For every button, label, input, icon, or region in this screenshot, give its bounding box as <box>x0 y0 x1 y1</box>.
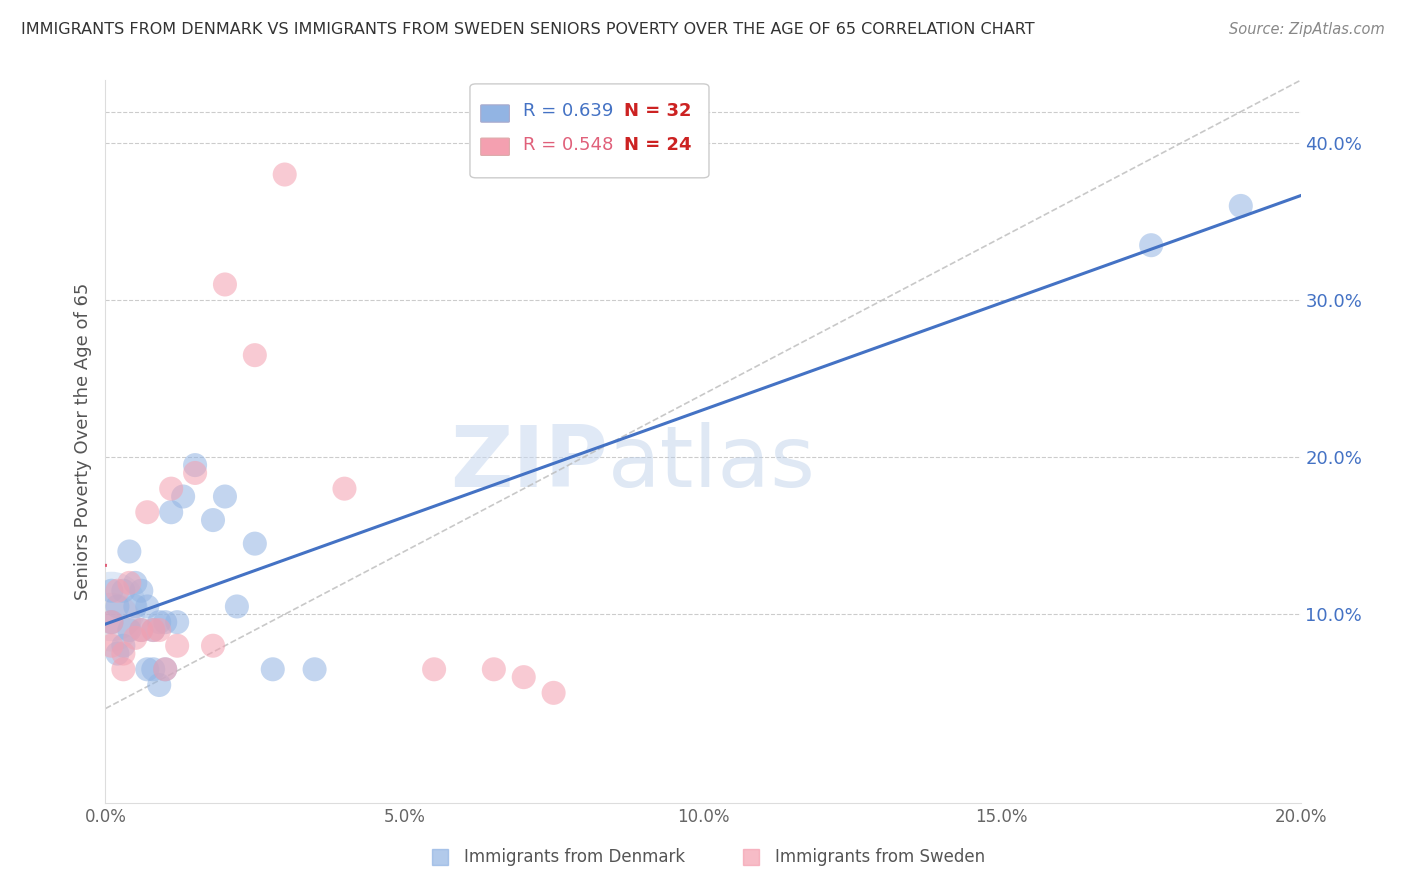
Point <box>124 599 146 614</box>
Point <box>129 623 153 637</box>
Point <box>214 277 236 292</box>
Point <box>142 662 165 676</box>
Point <box>155 662 177 676</box>
Point <box>124 575 146 590</box>
Point <box>160 505 183 519</box>
Point <box>262 662 284 676</box>
Point <box>136 505 159 519</box>
Point <box>142 623 165 637</box>
Text: Source: ZipAtlas.com: Source: ZipAtlas.com <box>1229 22 1385 37</box>
Point <box>155 662 177 676</box>
Point <box>148 678 170 692</box>
FancyBboxPatch shape <box>470 84 709 178</box>
Point <box>166 615 188 630</box>
Point <box>124 631 146 645</box>
Point <box>1229 199 1253 213</box>
Point <box>107 583 129 598</box>
Text: Immigrants from Sweden: Immigrants from Sweden <box>775 848 984 866</box>
Point <box>129 583 153 598</box>
Point <box>225 599 249 614</box>
Text: atlas: atlas <box>607 422 815 505</box>
Point <box>184 466 207 480</box>
Point <box>100 615 122 630</box>
Point <box>100 615 122 630</box>
Point <box>100 583 122 598</box>
Point <box>166 639 188 653</box>
Point <box>107 647 129 661</box>
Point <box>118 575 141 590</box>
FancyBboxPatch shape <box>481 105 509 122</box>
Point <box>112 662 135 676</box>
Y-axis label: Seniors Poverty Over the Age of 65: Seniors Poverty Over the Age of 65 <box>73 283 91 600</box>
Text: ZIP: ZIP <box>450 422 607 505</box>
Point <box>513 670 536 684</box>
Point <box>160 482 183 496</box>
Point <box>107 599 129 614</box>
Point <box>118 544 141 558</box>
Point <box>184 458 207 472</box>
Point <box>136 599 159 614</box>
Point <box>100 639 122 653</box>
Point <box>202 639 225 653</box>
Point <box>100 615 122 630</box>
Point <box>543 686 565 700</box>
Text: IMMIGRANTS FROM DENMARK VS IMMIGRANTS FROM SWEDEN SENIORS POVERTY OVER THE AGE O: IMMIGRANTS FROM DENMARK VS IMMIGRANTS FR… <box>21 22 1035 37</box>
Text: R = 0.639: R = 0.639 <box>523 103 613 120</box>
Point <box>1140 238 1163 252</box>
Point <box>112 639 135 653</box>
Point <box>423 662 446 676</box>
Point <box>243 536 266 550</box>
Text: N = 24: N = 24 <box>624 136 692 153</box>
Point <box>202 513 225 527</box>
Point <box>243 348 266 362</box>
Point <box>155 615 177 630</box>
Text: N = 32: N = 32 <box>624 103 692 120</box>
Point <box>112 647 135 661</box>
Point <box>100 599 122 614</box>
FancyBboxPatch shape <box>481 138 509 155</box>
Point <box>112 583 135 598</box>
Point <box>118 623 141 637</box>
Point <box>142 623 165 637</box>
Point <box>136 662 159 676</box>
Text: Immigrants from Denmark: Immigrants from Denmark <box>464 848 685 866</box>
Point <box>304 662 326 676</box>
Point <box>148 615 170 630</box>
Point <box>482 662 505 676</box>
Point <box>172 490 194 504</box>
Text: R = 0.548: R = 0.548 <box>523 136 613 153</box>
Point <box>214 490 236 504</box>
Point <box>333 482 356 496</box>
Point <box>148 623 170 637</box>
Point <box>129 623 153 637</box>
Point <box>273 168 295 182</box>
